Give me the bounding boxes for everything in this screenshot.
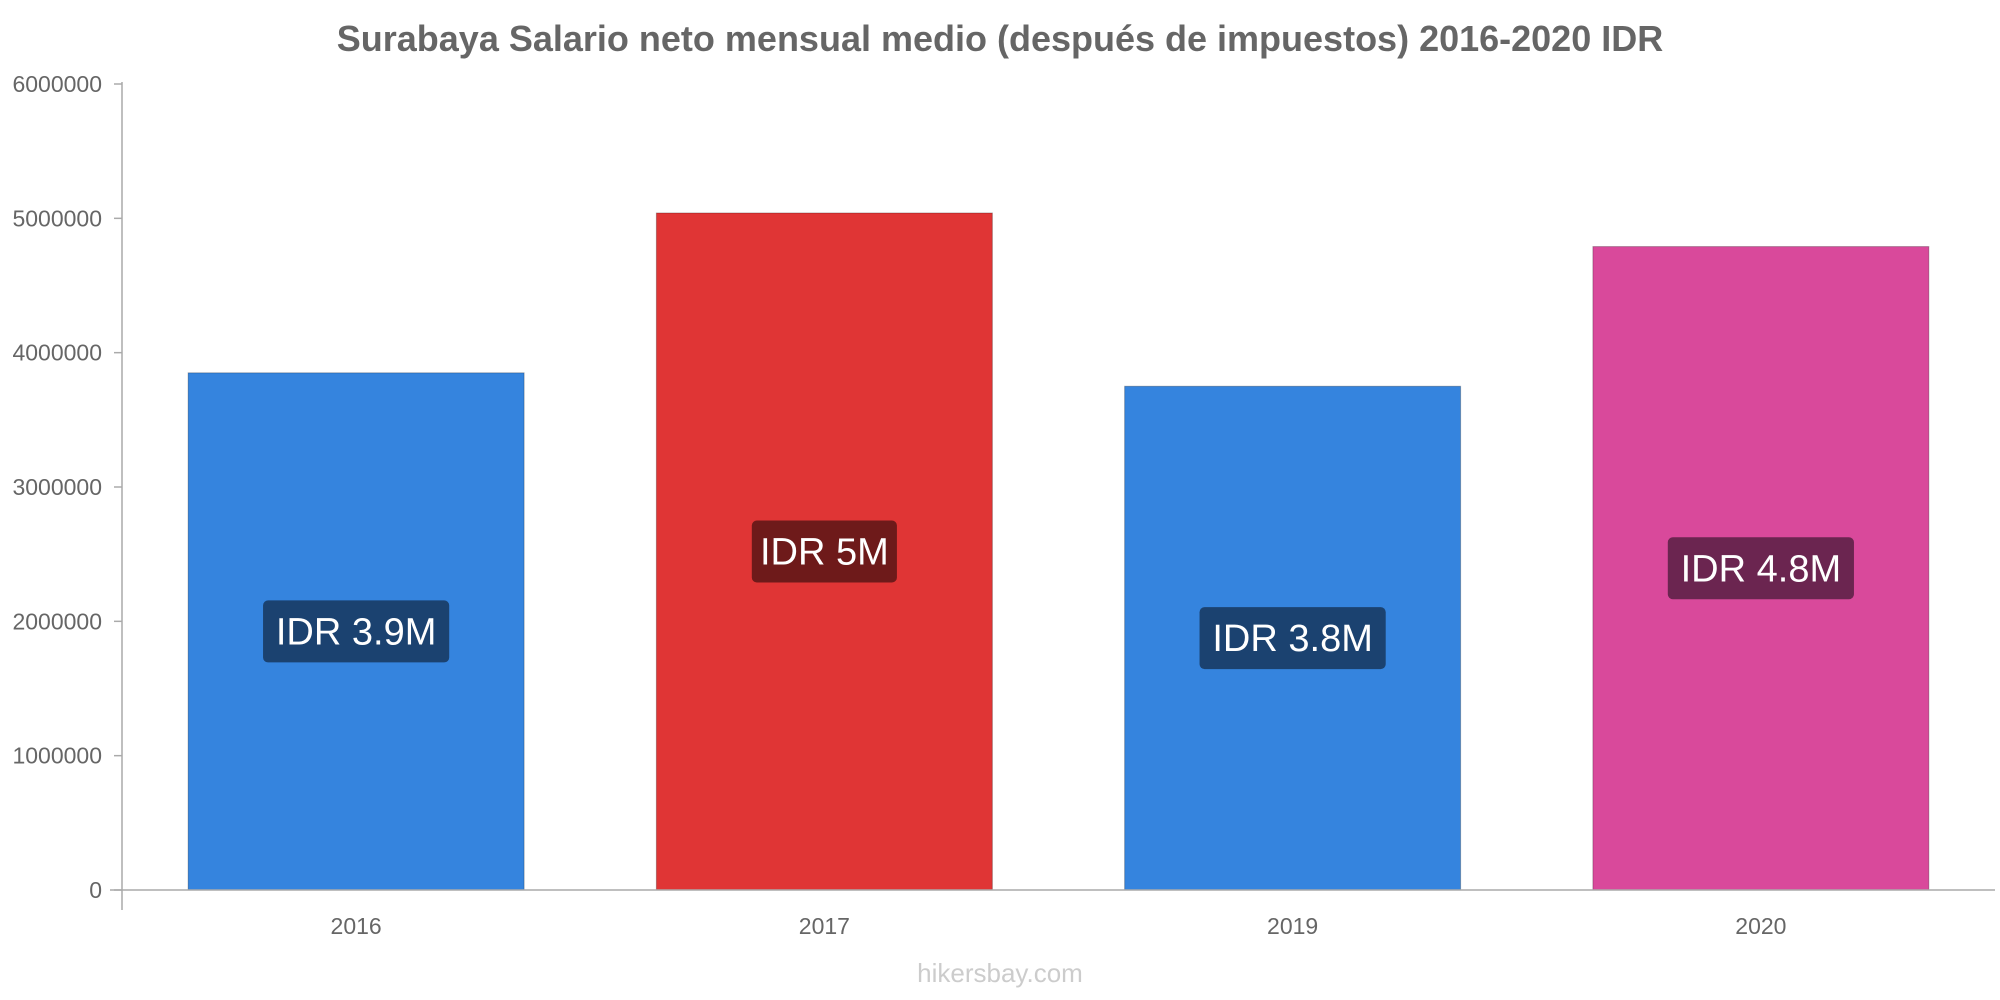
y-tick-label: 1000000 [12,743,102,769]
y-tick-label: 3000000 [12,474,102,500]
x-tick-label: 2019 [1267,913,1318,939]
data-label-box [751,520,897,583]
y-tick-label: 2000000 [12,608,102,634]
data-label: IDR 3.9M [276,611,436,653]
data-label: IDR 4.8M [1681,548,1841,590]
chart-title: Surabaya Salario neto mensual medio (des… [336,18,1664,59]
x-tick-label: 2016 [331,913,382,939]
y-tick-label: 6000000 [12,71,102,97]
x-tick-label: 2017 [799,913,850,939]
data-label: IDR 5M [760,531,889,573]
data-label-box [1199,607,1386,670]
bars [187,212,1930,891]
y-tick-label: 5000000 [12,205,102,231]
x-axis-ticks: 2016 2017 2019 2020 [331,913,1787,939]
data-label-box [263,600,450,663]
y-axis-ticks: 0 1000000 2000000 3000000 4000000 5000000 6000… [12,71,122,903]
data-label-box [1667,537,1854,600]
y-tick-label: 0 [89,877,102,903]
data-labels: IDR 3.9M IDR 5M IDR 3.8M IDR 4.8M [263,520,1854,670]
data-label: IDR 3.8M [1212,618,1372,660]
y-tick-label: 4000000 [12,340,102,366]
watermark: hikersbay.com [917,958,1083,988]
x-tick-label: 2020 [1735,913,1786,939]
